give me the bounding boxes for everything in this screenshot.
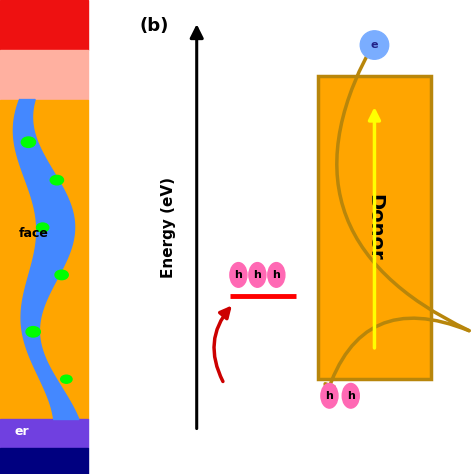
Text: (b): (b) <box>140 17 169 35</box>
Circle shape <box>360 31 389 59</box>
Text: Energy (eV): Energy (eV) <box>161 177 176 278</box>
Ellipse shape <box>230 263 247 287</box>
Ellipse shape <box>268 263 285 287</box>
Text: h: h <box>347 391 355 401</box>
Bar <box>0 100 88 419</box>
Ellipse shape <box>50 175 64 185</box>
Bar <box>0 419 88 448</box>
Text: h: h <box>273 270 280 280</box>
Ellipse shape <box>321 383 338 408</box>
Text: er: er <box>14 425 29 438</box>
Ellipse shape <box>55 270 68 280</box>
Text: h: h <box>326 391 333 401</box>
Ellipse shape <box>61 375 72 383</box>
Text: h: h <box>254 270 261 280</box>
Text: Donor: Donor <box>365 194 384 261</box>
Ellipse shape <box>26 327 40 337</box>
Ellipse shape <box>36 223 49 232</box>
Ellipse shape <box>249 263 266 287</box>
Bar <box>0 448 88 474</box>
Polygon shape <box>13 100 79 419</box>
Text: e: e <box>371 40 378 50</box>
Bar <box>318 76 431 379</box>
Text: h: h <box>235 270 242 280</box>
Text: face: face <box>19 227 49 240</box>
Ellipse shape <box>342 383 359 408</box>
Ellipse shape <box>21 137 36 147</box>
Bar <box>0 50 88 100</box>
Bar <box>0 0 88 50</box>
Bar <box>318 76 431 379</box>
